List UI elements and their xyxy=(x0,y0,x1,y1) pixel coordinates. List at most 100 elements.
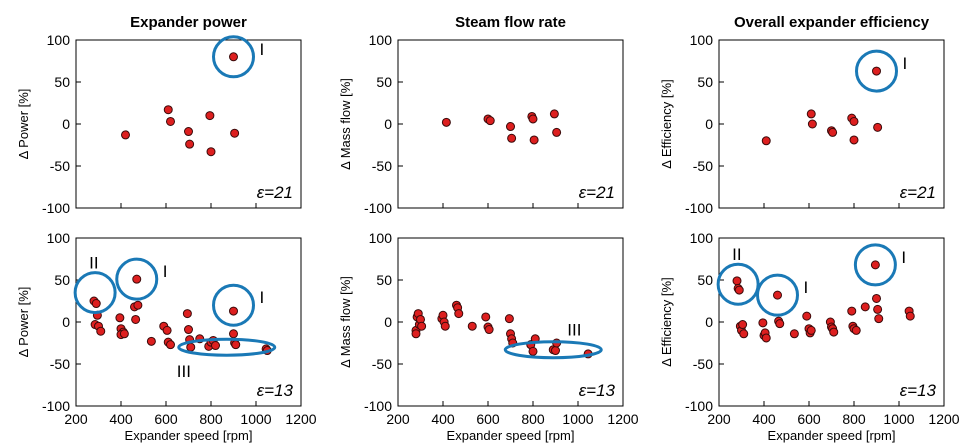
data-point xyxy=(849,135,859,145)
y-axis-label: Δ Mass flow [%] xyxy=(338,276,353,368)
data-point xyxy=(411,329,421,339)
data-point xyxy=(758,318,768,328)
data-point xyxy=(872,66,881,76)
y-axis-label: Δ Efficiency [%] xyxy=(659,79,674,168)
x-tick-label: 800 xyxy=(842,411,866,427)
data-point xyxy=(132,274,142,284)
y-tick-label: -100 xyxy=(364,200,392,216)
highlight-circle xyxy=(853,243,897,287)
data-point xyxy=(454,309,464,319)
y-axis-label: Δ Efficiency [%] xyxy=(659,277,674,366)
data-point xyxy=(186,342,196,352)
data-point xyxy=(552,127,562,137)
highlight-label: I xyxy=(260,40,265,59)
data-point xyxy=(761,136,771,146)
epsilon-annotation: ε=21 xyxy=(579,183,615,202)
highlight-circle xyxy=(73,271,117,315)
data-point xyxy=(229,329,238,339)
data-point xyxy=(91,299,101,309)
data-point xyxy=(870,260,880,270)
data-point xyxy=(440,321,450,331)
y-tick-label: 100 xyxy=(690,32,714,48)
epsilon-annotation: ε=13 xyxy=(257,381,294,400)
x-tick-label: 200 xyxy=(64,411,88,427)
data-point xyxy=(860,302,870,312)
highlight-label: III xyxy=(567,321,581,340)
y-tick-label: 0 xyxy=(705,314,713,330)
highlight-label: II xyxy=(89,254,98,273)
y-tick-label: -100 xyxy=(685,398,713,414)
data-point xyxy=(133,300,143,310)
y-tick-label: 0 xyxy=(384,116,392,132)
data-point xyxy=(507,133,517,143)
data-point xyxy=(847,306,857,316)
data-point xyxy=(166,340,175,350)
highlight-label: I xyxy=(804,278,809,297)
data-point xyxy=(549,109,559,119)
highlight-circle xyxy=(212,35,255,79)
data-point xyxy=(481,312,491,322)
x-tick-label: 800 xyxy=(521,411,545,427)
data-point xyxy=(230,128,240,138)
y-tick-label: 100 xyxy=(47,32,71,48)
x-tick-label: 400 xyxy=(109,411,133,427)
data-point xyxy=(467,321,477,331)
highlight-label: I xyxy=(260,288,265,307)
data-point xyxy=(182,309,192,319)
data-point xyxy=(417,321,427,331)
data-point xyxy=(761,333,771,343)
data-point xyxy=(528,346,538,356)
x-axis-label: Expander speed [rpm] xyxy=(447,428,575,443)
y-tick-label: -100 xyxy=(42,398,70,414)
x-axis-label: Expander speed [rpm] xyxy=(125,428,253,443)
y-tick-label: -100 xyxy=(685,200,713,216)
data-point xyxy=(229,306,238,316)
data-point xyxy=(732,276,742,286)
data-point xyxy=(146,336,156,346)
y-tick-label: 50 xyxy=(54,272,70,288)
data-point xyxy=(529,135,539,145)
y-tick-label: 100 xyxy=(369,230,393,246)
data-point xyxy=(229,52,238,62)
data-point xyxy=(806,325,816,335)
data-point xyxy=(551,346,560,356)
x-tick-label: 600 xyxy=(476,411,500,427)
highlight-label: II xyxy=(732,245,741,264)
highlight-circle xyxy=(855,49,898,93)
x-tick-label: 200 xyxy=(386,411,410,427)
highlight-circle xyxy=(212,283,255,327)
chart-title: Steam flow rate xyxy=(455,14,566,31)
data-point xyxy=(528,114,538,124)
y-axis-label: Δ Mass flow [%] xyxy=(338,78,353,170)
data-point xyxy=(184,127,193,137)
highlight-ellipse xyxy=(503,340,603,360)
y-tick-label: -50 xyxy=(693,356,713,372)
data-point xyxy=(851,325,861,335)
highlight-label: I xyxy=(903,54,908,73)
data-point xyxy=(115,313,125,323)
data-point xyxy=(121,130,130,140)
data-point xyxy=(163,105,173,115)
y-tick-label: 0 xyxy=(62,116,70,132)
data-point xyxy=(96,326,106,336)
highlight-circle xyxy=(716,262,760,306)
y-tick-label: -100 xyxy=(42,200,70,216)
epsilon-annotation: ε=21 xyxy=(257,183,293,202)
data-point xyxy=(872,293,881,303)
highlight-circle xyxy=(756,273,799,317)
data-point xyxy=(807,119,817,129)
x-tick-label: 400 xyxy=(431,411,455,427)
data-point xyxy=(806,109,816,119)
data-point xyxy=(184,325,193,335)
data-point xyxy=(874,314,884,324)
x-tick-label: 600 xyxy=(797,411,821,427)
x-tick-label: 1200 xyxy=(928,411,959,427)
epsilon-annotation: ε=13 xyxy=(579,381,616,400)
data-point xyxy=(873,304,883,314)
x-tick-label: 1000 xyxy=(240,411,271,427)
data-point xyxy=(506,122,515,132)
highlight-label: I xyxy=(901,248,906,267)
data-point xyxy=(484,325,494,335)
chart-title: Expander power xyxy=(130,14,247,31)
